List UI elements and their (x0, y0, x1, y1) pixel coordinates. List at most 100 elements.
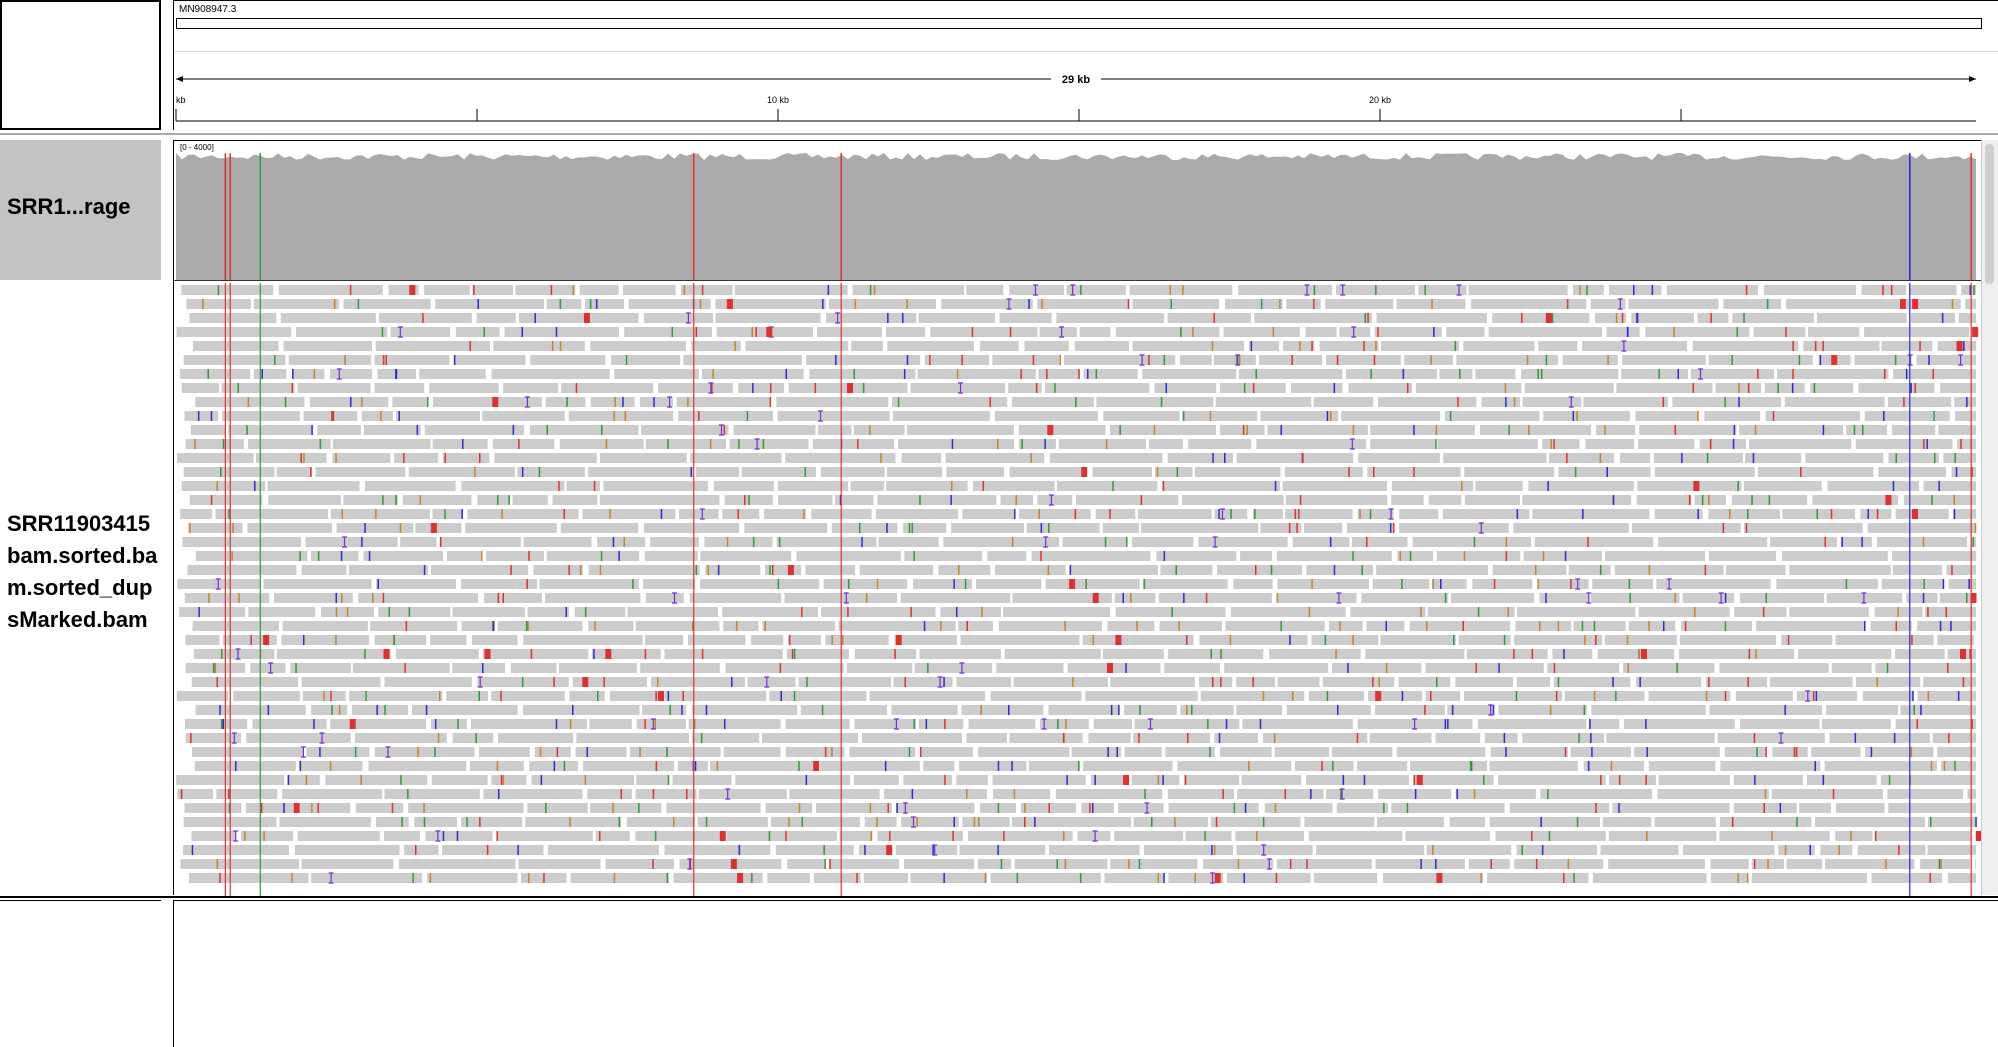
read (1893, 369, 1976, 379)
read (330, 719, 427, 729)
read (825, 635, 889, 645)
read (878, 537, 939, 547)
read (1895, 649, 1945, 659)
mismatch-mark (228, 803, 231, 813)
mismatch-mark (563, 761, 566, 771)
read (1114, 831, 1184, 841)
alignment-reads[interactable] (174, 283, 1982, 896)
read (1824, 761, 1937, 771)
read (896, 803, 975, 813)
insertion-marker (1778, 732, 1784, 744)
coverage-track-name[interactable]: SRR1...rage (0, 140, 161, 280)
mismatch-mark (565, 607, 567, 617)
read (715, 313, 821, 323)
mismatch-mark (263, 831, 265, 841)
alignment-track-name[interactable]: SRR11903415 bam.sorted.bam.sorted_dupsMa… (0, 280, 161, 895)
read (1399, 523, 1509, 533)
mismatch-mark (1792, 341, 1794, 351)
read (726, 831, 837, 841)
read (465, 523, 557, 533)
read (482, 411, 565, 421)
mismatch-mark (219, 705, 221, 715)
scrollbar-thumb[interactable] (1985, 144, 1994, 284)
read (1214, 733, 1259, 743)
ruler-tick-label: kb (176, 95, 186, 105)
mismatch-mark (613, 411, 615, 421)
read (1645, 327, 1750, 337)
ruler-panel[interactable]: MN908947.3 29 kb kb 10 kb 20 kb (173, 0, 1998, 130)
mismatch-mark (1753, 859, 1756, 869)
read (966, 285, 1004, 295)
read (317, 425, 361, 435)
read (1378, 789, 1452, 799)
read (1252, 509, 1283, 519)
mismatch-mark (425, 705, 428, 715)
read (892, 397, 1008, 407)
read (1475, 481, 1523, 491)
mismatch-mark (1326, 691, 1329, 701)
read (1236, 677, 1276, 687)
mismatch-mark (1972, 537, 1974, 547)
read (1137, 509, 1212, 519)
mismatch-mark (824, 747, 827, 757)
mismatch-mark (806, 677, 808, 687)
read (452, 663, 505, 673)
read (1024, 341, 1069, 351)
mismatch-mark (1754, 775, 1756, 785)
mismatch-mark (1604, 425, 1606, 435)
coverage-plot[interactable] (174, 141, 1982, 281)
read (546, 299, 582, 309)
mismatch-mark (734, 341, 736, 351)
read (1468, 285, 1568, 295)
read (568, 411, 674, 421)
read (189, 313, 277, 323)
vertical-scrollbar[interactable] (1981, 140, 1998, 895)
mismatch-mark (876, 817, 878, 827)
coverage-area (176, 153, 1976, 280)
read (533, 565, 583, 575)
mismatch-mark (1557, 677, 1560, 687)
read (1067, 663, 1161, 673)
read (1083, 761, 1173, 771)
read (1880, 775, 1976, 785)
read (1044, 383, 1150, 393)
mismatch-mark (973, 817, 976, 827)
read (1199, 635, 1308, 645)
chromosome-ideogram[interactable] (176, 18, 1982, 29)
mismatch-mark (1373, 467, 1375, 477)
read (1164, 663, 1220, 673)
mismatch-mark (1046, 369, 1048, 379)
mismatch-mark (1435, 859, 1437, 869)
mismatch-mark (1732, 439, 1735, 449)
mismatch-mark (1751, 495, 1753, 505)
mismatch-mark (1030, 453, 1032, 463)
mismatch-mark (804, 467, 806, 477)
read (496, 831, 593, 841)
mismatch-mark (1541, 845, 1544, 855)
read (1585, 439, 1635, 449)
insertion-marker (937, 676, 943, 688)
read (1339, 327, 1371, 337)
read (517, 467, 585, 477)
read (1165, 747, 1215, 757)
read (534, 747, 571, 757)
read (268, 495, 341, 505)
read (1827, 481, 1920, 491)
read (863, 873, 908, 883)
mismatch-mark (180, 789, 183, 799)
mismatch-mark (335, 607, 338, 617)
read (1391, 481, 1474, 491)
read (1458, 635, 1511, 645)
read (368, 761, 467, 771)
mismatch-mark (902, 313, 904, 323)
data-panel[interactable]: [0 - 4000] (173, 140, 1982, 896)
feature-track-panel[interactable] (173, 900, 1998, 1047)
insertion-marker (754, 438, 760, 450)
mismatch-mark (1352, 425, 1355, 435)
mismatch-mark (1250, 341, 1253, 351)
mismatch-mark (1105, 439, 1108, 449)
alignment-track-label: SRR11903415 bam.sorted.bam.sorted_dupsMa… (7, 511, 158, 632)
read (1158, 593, 1272, 603)
read (566, 481, 600, 491)
mismatch-mark (508, 495, 510, 505)
